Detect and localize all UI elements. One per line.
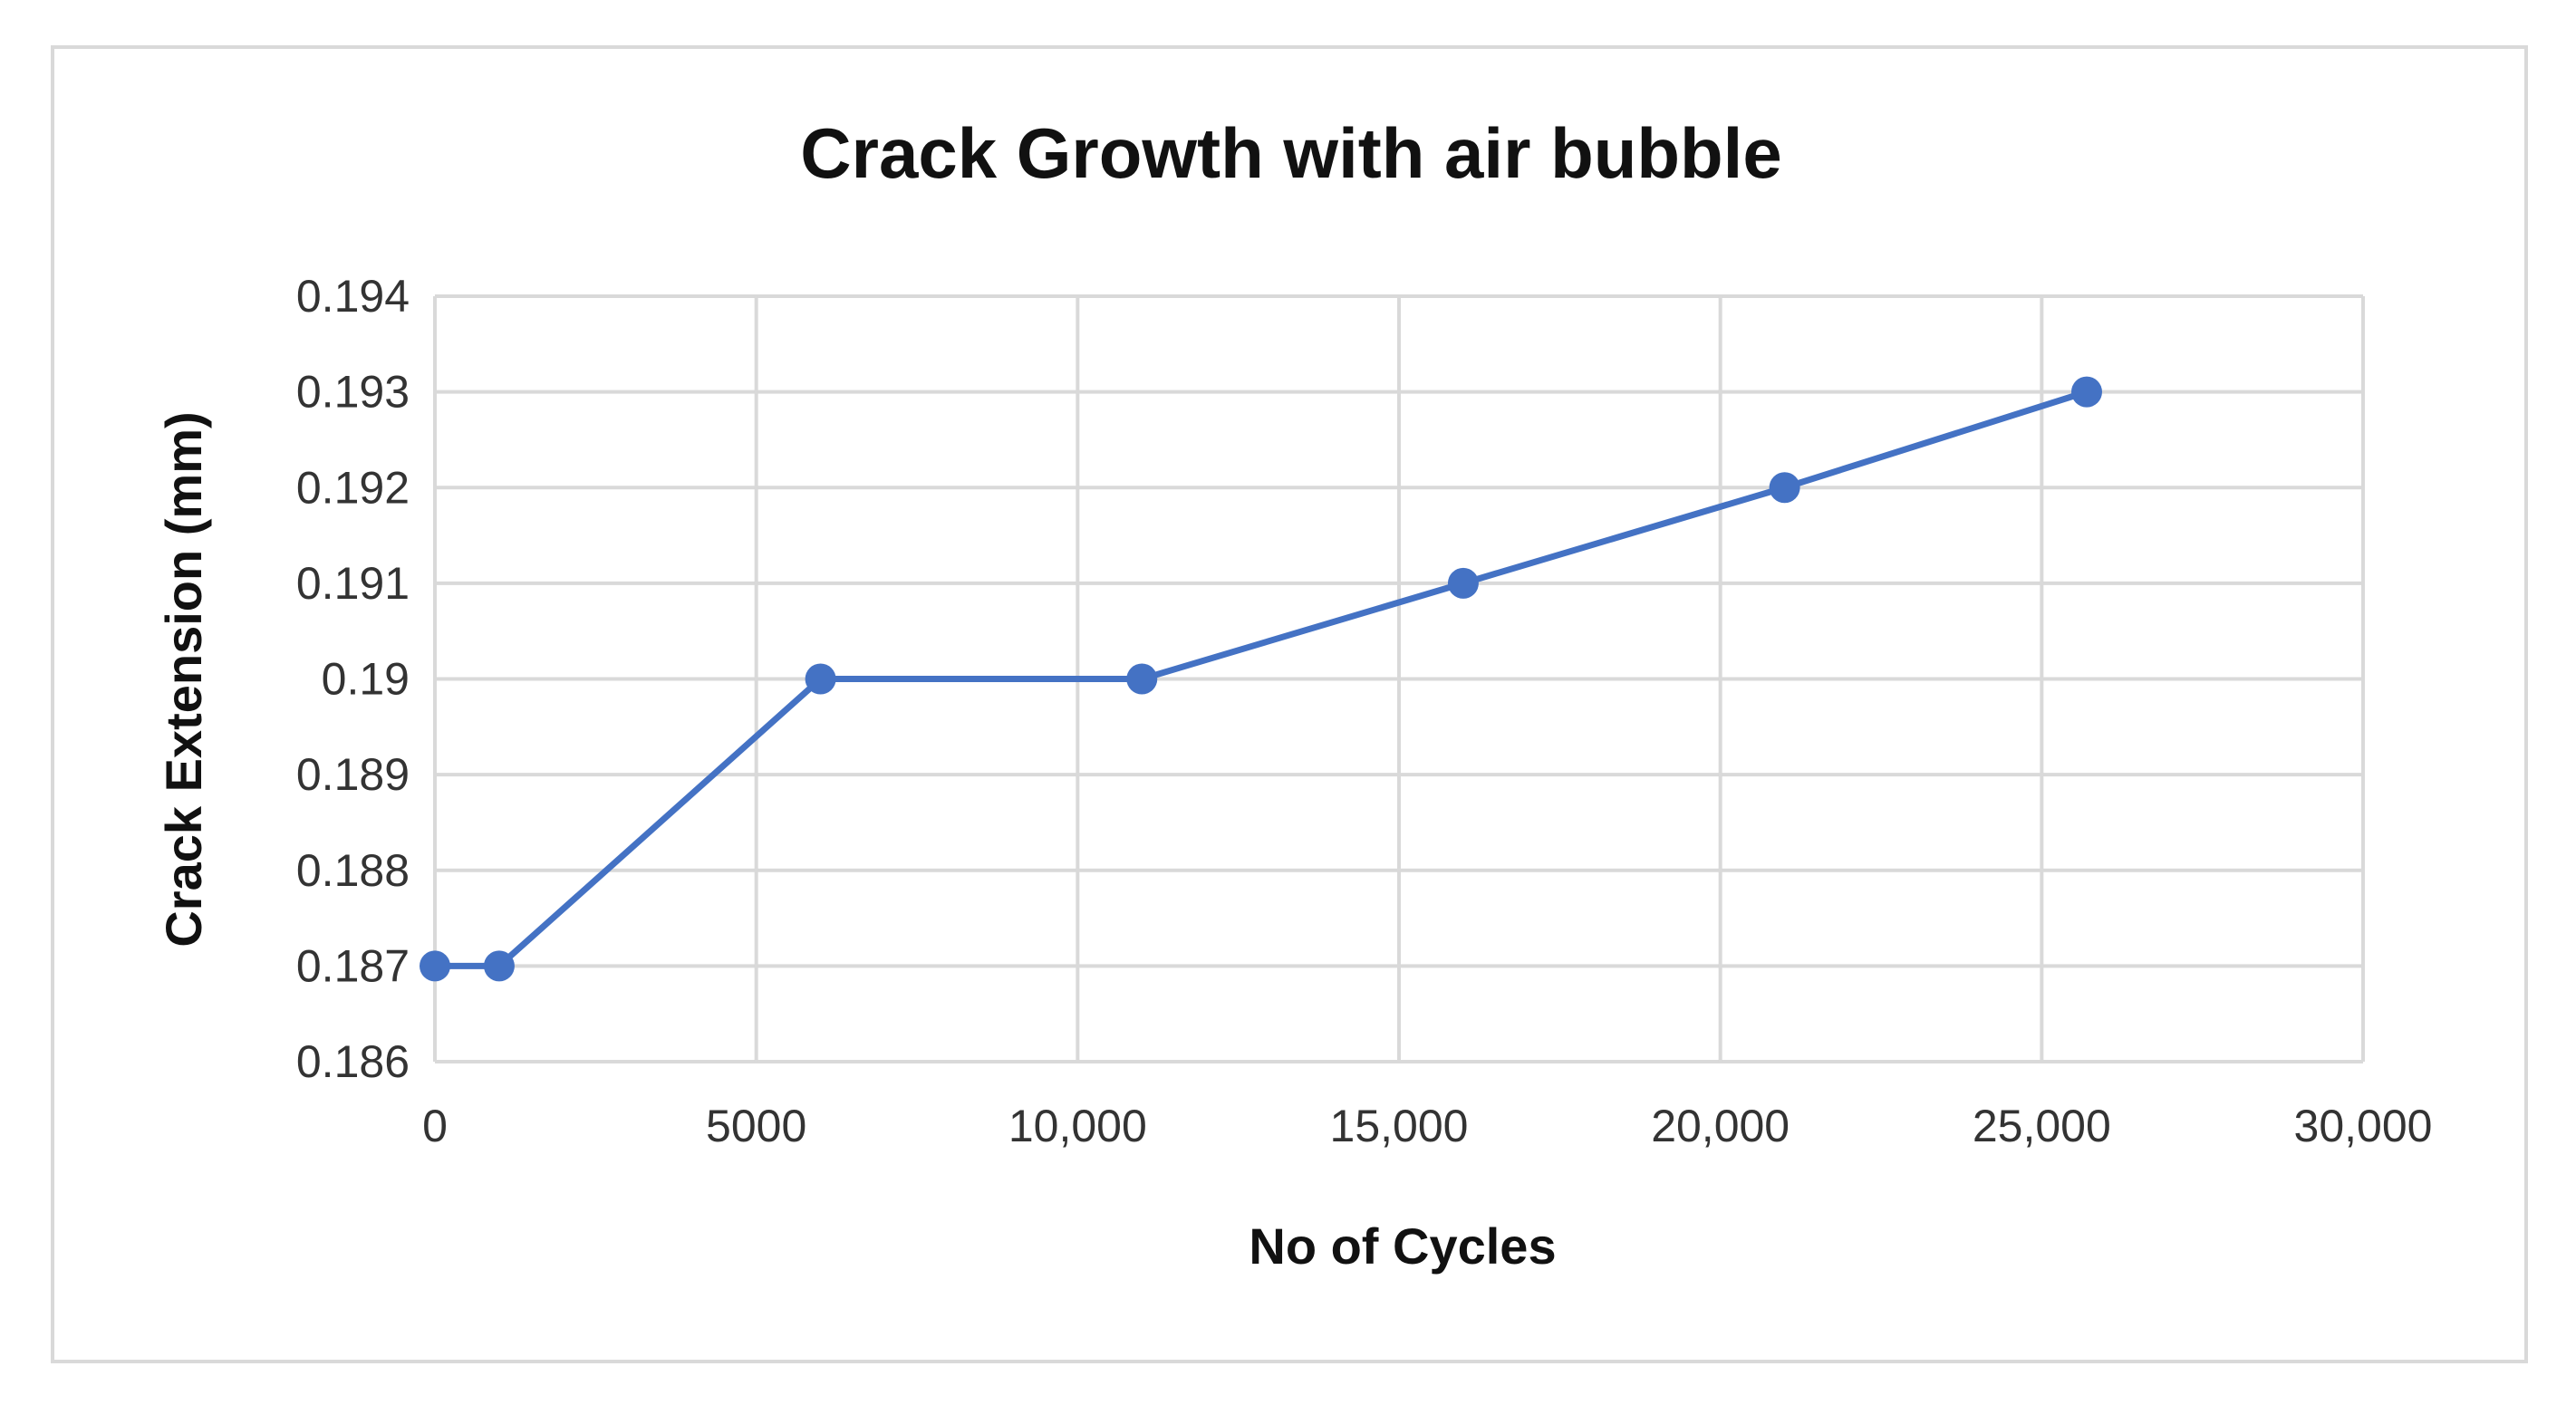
data-point <box>805 663 836 695</box>
gridlines <box>433 294 2365 1063</box>
y-tick-label: 0.192 <box>296 462 410 513</box>
data-point <box>1126 663 1158 695</box>
y-tick-label: 0.191 <box>296 558 410 609</box>
y-tick-label: 0.188 <box>296 845 410 896</box>
y-tick-label: 0.193 <box>296 367 410 418</box>
x-axis-title: No of Cycles <box>1249 1217 1556 1275</box>
data-point <box>483 950 515 982</box>
x-axis-ticks: 0 5000 10,000 15,000 20,000 25,000 30,000 <box>422 1101 2432 1151</box>
y-tick-label: 0.187 <box>296 940 410 991</box>
x-tick-label: 25,000 <box>1973 1101 2111 1151</box>
data-point <box>1769 472 1800 504</box>
x-tick-label: 5000 <box>706 1101 806 1151</box>
data-point <box>1447 567 1479 599</box>
x-tick-label: 0 <box>422 1101 448 1151</box>
y-tick-label: 0.19 <box>322 654 410 705</box>
data-point <box>420 950 450 982</box>
x-tick-label: 30,000 <box>2294 1101 2433 1151</box>
data-point <box>2070 376 2102 408</box>
x-tick-label: 20,000 <box>1651 1101 1790 1151</box>
y-tick-label: 0.189 <box>296 749 410 800</box>
chart-title: Crack Growth with air bubble <box>800 113 1781 193</box>
y-axis-ticks: 0.186 0.187 0.188 0.189 0.19 0.191 0.192 0.193 0… <box>296 271 410 1087</box>
y-tick-label: 0.194 <box>296 271 410 322</box>
y-axis-title: Crack Extension (mm) <box>155 411 212 947</box>
data-series <box>420 376 2102 982</box>
x-tick-label: 10,000 <box>1008 1101 1147 1151</box>
y-tick-label: 0.186 <box>296 1036 410 1087</box>
chart-frame <box>51 45 2528 1363</box>
x-tick-label: 15,000 <box>1330 1101 1469 1151</box>
